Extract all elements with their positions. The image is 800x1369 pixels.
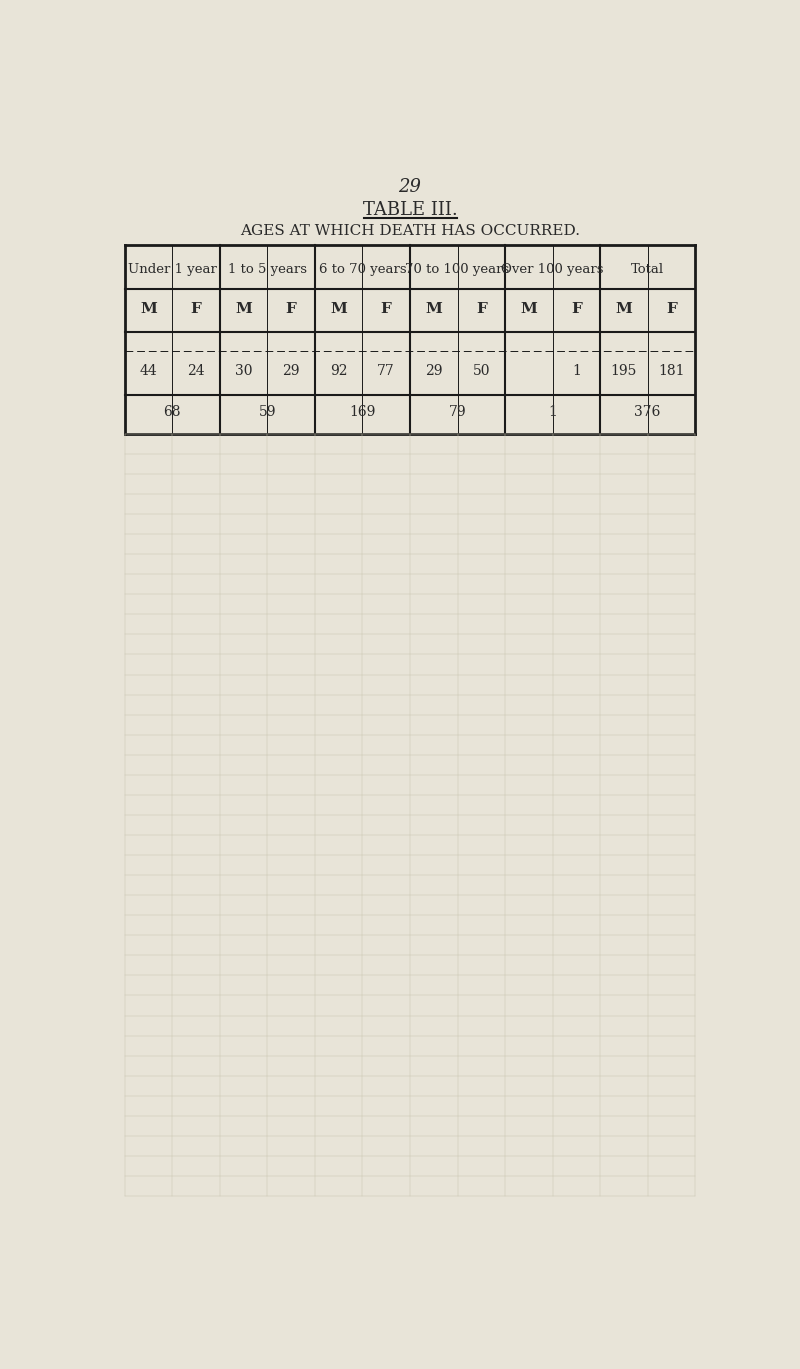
Text: 376: 376: [634, 405, 661, 419]
Text: F: F: [190, 301, 202, 316]
Text: Under 1 year: Under 1 year: [128, 263, 217, 277]
Text: 77: 77: [378, 364, 395, 378]
Text: F: F: [381, 301, 392, 316]
Text: M: M: [615, 301, 632, 316]
Text: 169: 169: [350, 405, 376, 419]
Text: 70 to 100 years: 70 to 100 years: [406, 263, 510, 277]
Text: 29: 29: [398, 178, 422, 196]
Text: 24: 24: [187, 364, 205, 378]
Text: Total: Total: [631, 263, 664, 277]
Text: 44: 44: [140, 364, 158, 378]
Text: 30: 30: [235, 364, 252, 378]
Text: M: M: [330, 301, 347, 316]
Text: 59: 59: [258, 405, 276, 419]
Text: 6 to 70 years: 6 to 70 years: [318, 263, 406, 277]
Text: AGES AT WHICH DEATH HAS OCCURRED.: AGES AT WHICH DEATH HAS OCCURRED.: [240, 225, 580, 238]
Text: 1: 1: [548, 405, 557, 419]
Text: 50: 50: [473, 364, 490, 378]
Text: 195: 195: [610, 364, 637, 378]
Text: M: M: [520, 301, 538, 316]
Text: TABLE III.: TABLE III.: [362, 201, 458, 219]
Text: Over 100 years: Over 100 years: [502, 263, 604, 277]
Text: M: M: [235, 301, 252, 316]
Text: 181: 181: [658, 364, 685, 378]
Text: 68: 68: [163, 405, 181, 419]
Text: F: F: [286, 301, 297, 316]
Text: F: F: [571, 301, 582, 316]
Text: 92: 92: [330, 364, 347, 378]
Text: 29: 29: [425, 364, 442, 378]
Text: 29: 29: [282, 364, 300, 378]
Text: 1 to 5 years: 1 to 5 years: [228, 263, 307, 277]
Text: M: M: [426, 301, 442, 316]
Text: 1: 1: [572, 364, 581, 378]
Text: F: F: [666, 301, 677, 316]
Text: M: M: [140, 301, 157, 316]
Text: 79: 79: [449, 405, 466, 419]
Text: F: F: [476, 301, 486, 316]
